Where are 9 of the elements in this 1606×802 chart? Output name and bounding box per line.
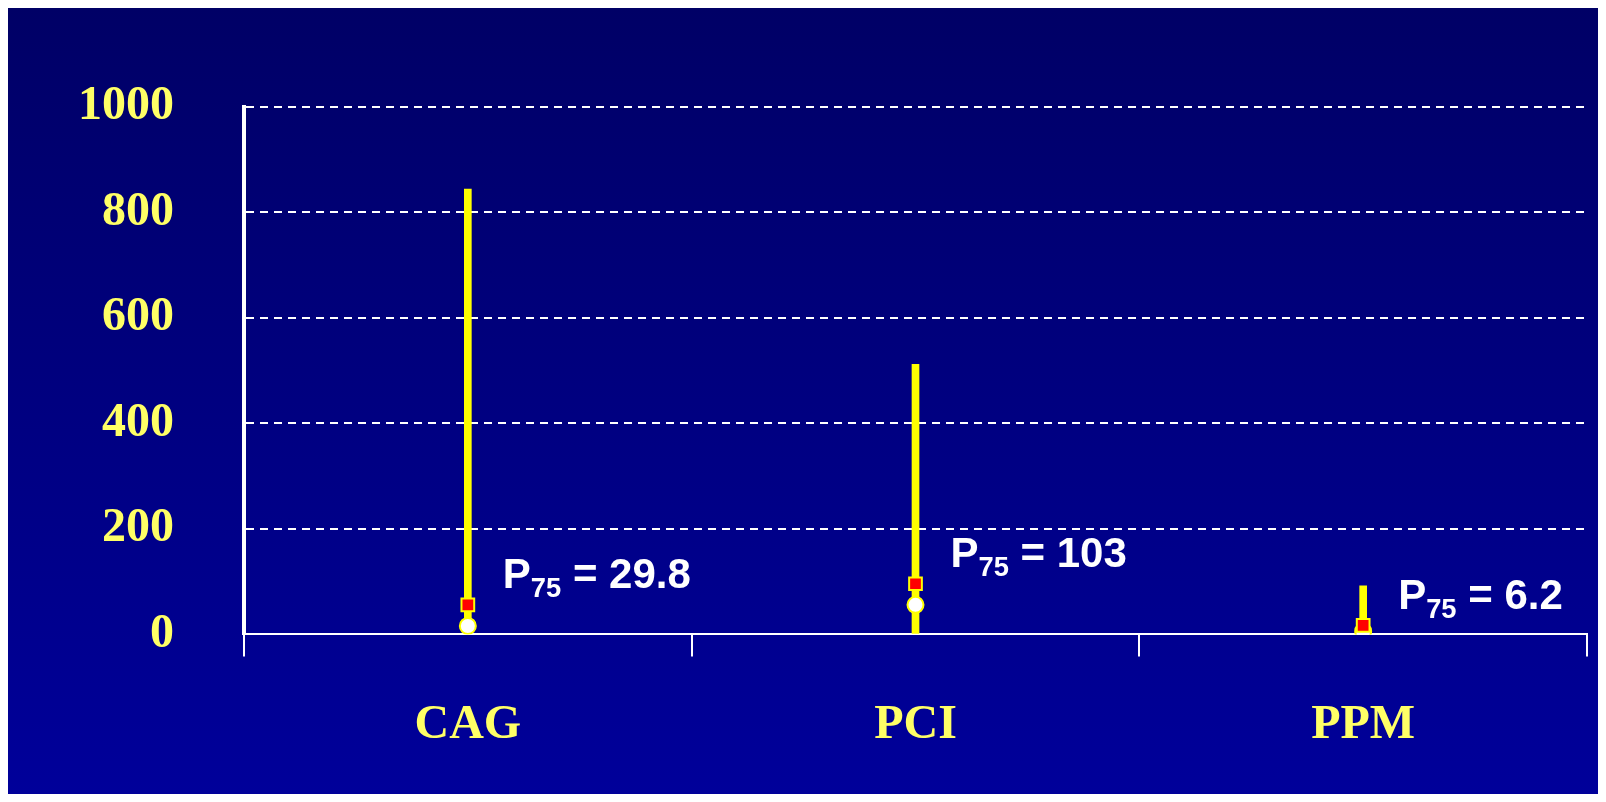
y-tick-label: 0 (150, 603, 174, 657)
x-tick-label: PCI (874, 694, 957, 748)
x-tick-label: CAG (414, 694, 522, 748)
y-tick-label: 200 (102, 498, 174, 552)
y-tick-label: 600 (102, 287, 174, 341)
y-tick-label: 800 (102, 181, 174, 235)
x-tick-label: PPM (1311, 694, 1416, 748)
y-tick-label: 1000 (78, 76, 174, 130)
y-tick-label: 400 (102, 392, 174, 446)
